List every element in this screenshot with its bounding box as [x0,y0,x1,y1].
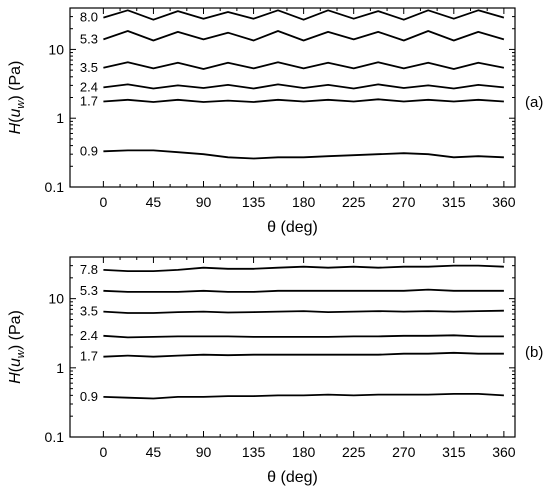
series-line-0.9 [103,393,504,400]
y-tick-label: 10 [48,41,64,57]
x-tick-label: 0 [99,194,107,210]
x-tick-label: 180 [292,194,316,210]
x-tick-label: 315 [442,444,466,460]
x-tick-label: 270 [392,194,416,210]
x-tick-label: 45 [146,194,162,210]
series-line-8.0 [103,9,505,21]
x-tick-label: 135 [242,194,266,210]
x-tick-label: 45 [146,444,162,460]
x-tick-label: 315 [442,194,466,210]
x-tick-label: 90 [196,444,212,460]
series-line-1.7 [103,98,504,103]
series-label: 0.9 [80,143,98,158]
x-tick-label: 135 [242,444,266,460]
x-tick-label: 360 [492,194,516,210]
series-line-2.4 [103,83,504,90]
y-axis-label: H(uw) (Pa) [7,61,27,135]
x-tick-label: 180 [292,444,316,460]
x-tick-label: 270 [392,444,416,460]
x-tick-label: 225 [342,444,366,460]
series-line-3.5 [103,61,505,70]
series-label: 8.0 [80,10,98,25]
plot-frame [69,256,516,438]
chart-panel-b: 0 45 90 135 180 225 270 315 360 0.1 1 10 7.8 5.3 3.5 2.… [7,256,543,486]
series-line-5.3 [103,288,504,293]
series-label: 7.8 [80,262,98,277]
series-line-1.7 [103,351,504,358]
x-axis-label: θ (deg) [267,219,318,236]
series-label: 0.9 [80,389,98,404]
chart-panel-a: 0 45 90 135 180 225 270 315 360 0.1 1 10 8.0 5.3 3.5 2.… [7,7,543,236]
series-line-3.5 [103,309,504,314]
series-line-0.9 [103,149,504,160]
series-label: 2.4 [80,328,98,343]
series-label: 5.3 [80,31,98,46]
x-tick-label: 90 [196,194,212,210]
series-line-7.8 [103,264,504,272]
x-tick-label: 0 [99,444,107,460]
x-axis-label: θ (deg) [267,469,318,486]
panel-label: (b) [525,344,543,361]
series-label: 1.7 [80,349,98,364]
y-axis-label: H(uw) (Pa) [7,310,27,384]
series-label: 5.3 [80,283,98,298]
y-tick-label: 0.1 [45,179,65,195]
series-line-2.4 [103,334,504,339]
series-line-5.3 [103,30,505,42]
y-tick-label: 1 [56,110,64,126]
y-tick-label: 0.1 [45,429,65,445]
series-label: 1.7 [80,93,98,108]
series-label: 2.4 [80,79,98,94]
x-tick-label: 225 [342,194,366,210]
series-label: 3.5 [80,60,98,75]
panel-label: (a) [525,94,543,111]
y-tick-label: 10 [48,291,64,307]
y-tick-label: 1 [56,360,64,376]
series-label: 3.5 [80,304,98,319]
x-tick-label: 360 [492,444,516,460]
